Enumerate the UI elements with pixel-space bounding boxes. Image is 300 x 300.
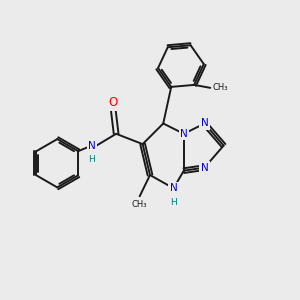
Text: N: N	[180, 129, 188, 139]
Text: N: N	[201, 118, 208, 128]
Text: N: N	[201, 163, 208, 173]
Text: CH₃: CH₃	[132, 200, 147, 209]
Text: CH₃: CH₃	[213, 83, 228, 92]
Text: N: N	[170, 183, 177, 193]
Text: H: H	[88, 155, 95, 164]
Text: H: H	[170, 198, 177, 207]
Text: O: O	[109, 96, 118, 110]
Text: N: N	[88, 141, 96, 151]
